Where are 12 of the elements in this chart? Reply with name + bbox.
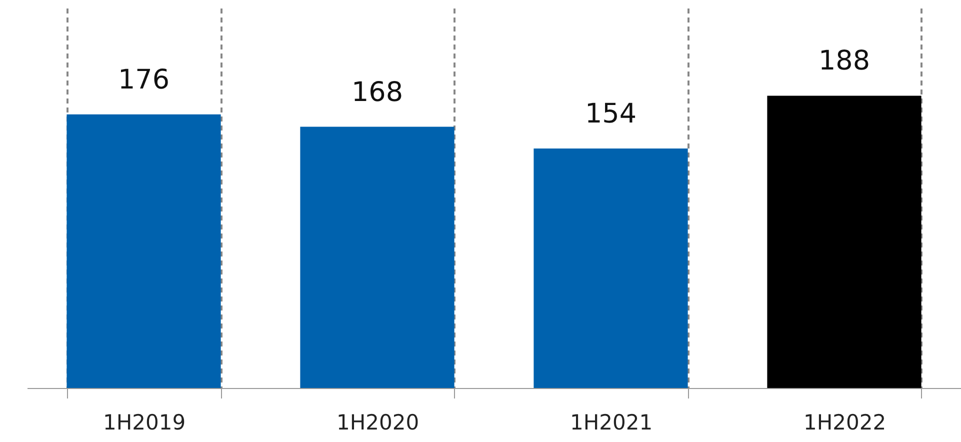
data-label: 154: [584, 98, 637, 130]
data-label: 188: [818, 46, 870, 77]
x-tick-label: 1H2021: [570, 410, 653, 434]
x-tick-label: 1H2020: [336, 410, 420, 434]
bar: [66, 114, 221, 388]
bar: [534, 148, 688, 388]
x-tick-label: 1H2019: [102, 410, 186, 434]
bar: [767, 96, 922, 388]
bar: [300, 126, 454, 388]
x-tick-label: 1H2022: [803, 410, 886, 434]
data-label: 168: [351, 76, 404, 108]
data-label: 176: [118, 64, 170, 96]
